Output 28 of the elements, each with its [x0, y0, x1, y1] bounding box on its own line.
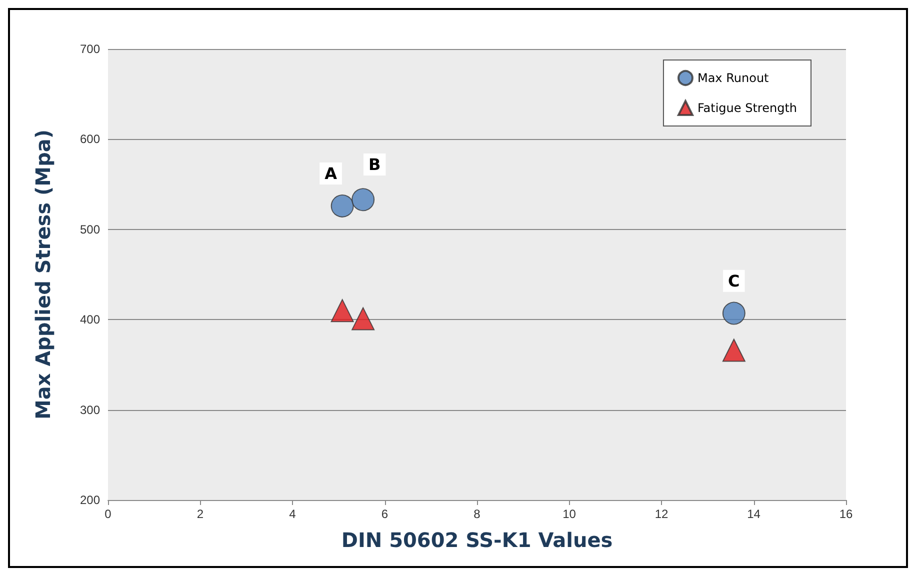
x-tick-label: 2: [196, 507, 204, 521]
y-tick-label: 200: [80, 493, 100, 507]
x-tick-label: 8: [474, 507, 481, 521]
y-tick-label: 300: [80, 402, 100, 417]
annotation: A: [324, 164, 338, 183]
point: [722, 338, 746, 362]
y-tick-label: 700: [80, 42, 100, 56]
y-tick-label: 400: [80, 312, 100, 327]
x-axis-title: DIN 50602 SS-K1 Values: [341, 528, 613, 552]
x-tick-label: 12: [654, 507, 668, 521]
legend-label: Max Runout: [697, 71, 770, 85]
point: [330, 194, 354, 218]
y-tick-label: 500: [80, 222, 100, 236]
point: [352, 307, 375, 330]
x-tick-label: 10: [562, 507, 576, 521]
x-tick-label: 6: [381, 507, 388, 521]
legend-label: Fatigue Strength: [697, 101, 798, 115]
annotation: B: [368, 154, 381, 174]
x-tick-label: 4: [289, 507, 296, 521]
x-tick-label: 16: [839, 507, 853, 521]
point: [330, 299, 354, 322]
x-tick-label: 14: [747, 507, 761, 521]
y-axis-title: Max Applied Stress (Mpa): [31, 129, 55, 420]
x-tick-label: 0: [104, 507, 112, 521]
annotation: C: [728, 271, 740, 290]
point: [722, 302, 746, 325]
point: [352, 188, 375, 212]
y-tick-label: 600: [80, 132, 100, 146]
